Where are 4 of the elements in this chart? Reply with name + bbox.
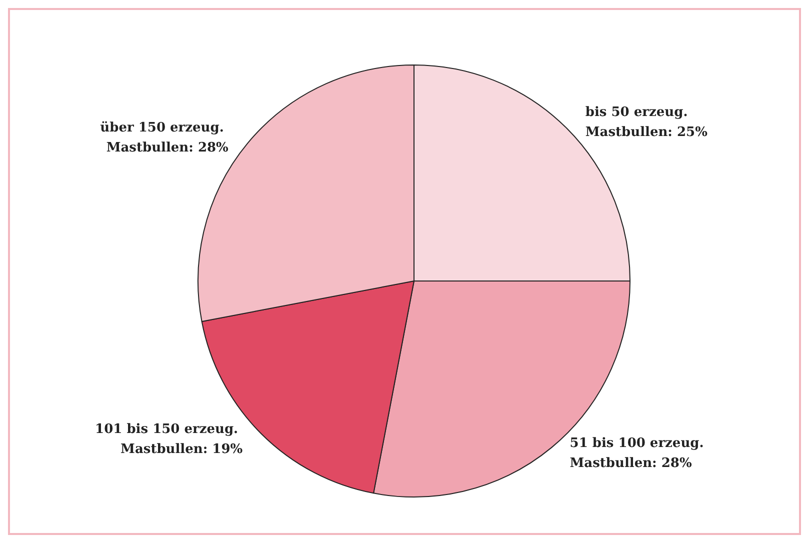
slice-label: über 150 erzeug. Mastbullen: 28% <box>100 120 230 156</box>
slice-label: bis 50 erzeug. Mastbullen: 25% <box>585 105 708 140</box>
slice-label: 51 bis 100 erzeug. Mastbullen: 28% <box>570 436 708 472</box>
slice-label: 101 bis 150 erzeug. Mastbullen: 19% <box>95 422 244 457</box>
